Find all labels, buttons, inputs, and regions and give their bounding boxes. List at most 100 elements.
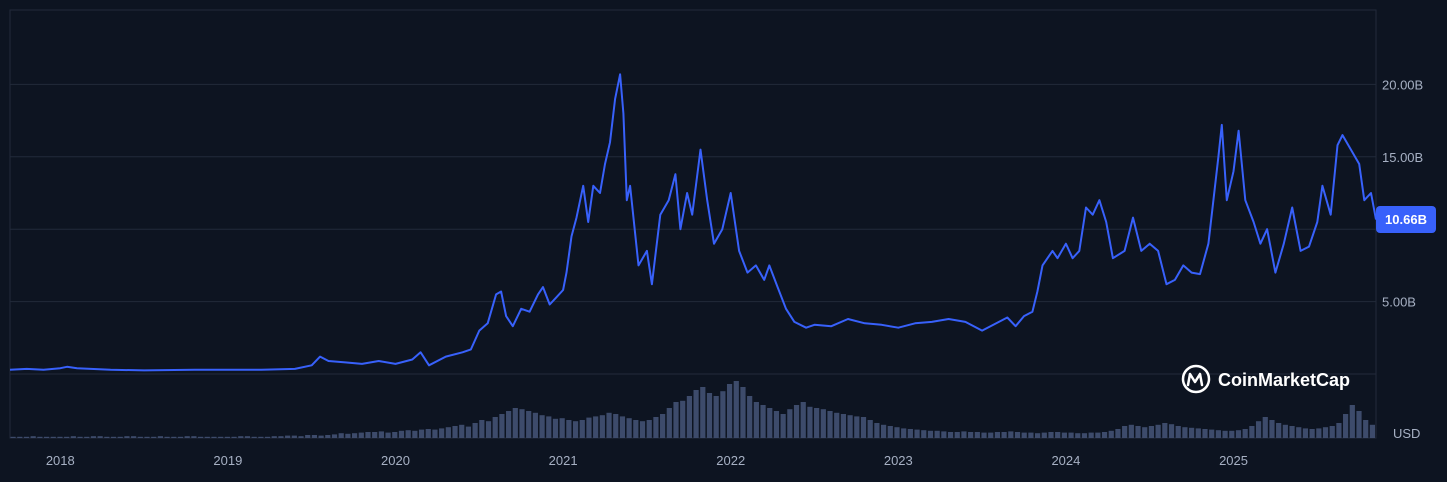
volume-bar bbox=[412, 430, 418, 438]
volume-bar bbox=[1249, 426, 1255, 438]
volume-bar bbox=[171, 436, 177, 438]
volume-bar bbox=[1269, 420, 1275, 438]
volume-bar bbox=[914, 429, 920, 438]
volume-bar bbox=[439, 428, 445, 438]
volume-bar bbox=[512, 408, 518, 438]
volume-bar bbox=[405, 430, 411, 438]
volume-bar bbox=[572, 421, 579, 438]
volume-bar bbox=[988, 432, 994, 438]
volume-bar bbox=[619, 416, 626, 438]
volume-bar bbox=[847, 415, 853, 438]
volume-bar bbox=[131, 436, 137, 438]
volume-bar bbox=[1209, 429, 1215, 438]
volume-bar bbox=[1262, 417, 1268, 438]
volume-bar bbox=[586, 417, 592, 438]
volume-bar bbox=[1014, 432, 1021, 438]
volume-bar bbox=[204, 436, 210, 438]
volume-bar bbox=[1101, 432, 1108, 438]
volume-bar bbox=[539, 415, 545, 438]
volume-bar bbox=[104, 436, 110, 438]
volume-bar bbox=[880, 424, 887, 438]
volume-bar bbox=[793, 405, 800, 438]
volume-bar bbox=[700, 387, 706, 438]
volume-bar bbox=[385, 432, 391, 438]
volume-bar bbox=[278, 436, 284, 438]
volume-bar bbox=[894, 427, 900, 438]
volume-bar bbox=[593, 416, 599, 438]
volume-bar bbox=[197, 436, 204, 438]
volume-bar bbox=[706, 393, 713, 438]
volume-bar bbox=[519, 409, 525, 438]
volume-bar bbox=[1081, 433, 1088, 438]
volume-bar bbox=[506, 411, 512, 438]
volume-bar bbox=[418, 429, 425, 438]
volume-bar bbox=[378, 431, 384, 438]
volume-bar bbox=[1088, 432, 1094, 438]
volume-bar bbox=[305, 435, 311, 438]
volume-bar bbox=[445, 427, 451, 438]
volume-bar bbox=[559, 418, 565, 438]
volume-bar bbox=[941, 431, 947, 438]
volume-bar bbox=[1155, 424, 1161, 438]
volume-bar bbox=[753, 402, 759, 438]
volume-bar bbox=[901, 428, 907, 438]
volume-bar bbox=[452, 426, 458, 438]
volume-bar bbox=[921, 430, 927, 438]
last-value-tag-bg bbox=[1376, 206, 1436, 233]
volume-bar bbox=[77, 436, 83, 438]
volume-bar bbox=[1028, 432, 1034, 438]
volume-bar bbox=[1008, 431, 1014, 438]
volume-bar bbox=[1068, 432, 1074, 438]
volume-bar bbox=[318, 435, 324, 438]
volume-bar bbox=[298, 436, 304, 438]
volume-bar bbox=[164, 436, 170, 438]
volume-bar bbox=[177, 436, 184, 438]
volume-bar bbox=[238, 436, 244, 438]
volume-bar bbox=[814, 408, 820, 438]
volume-bar bbox=[1242, 429, 1248, 438]
volume-bar bbox=[372, 432, 378, 438]
x-tick-label: 2019 bbox=[213, 453, 242, 468]
volume-bar bbox=[1349, 405, 1355, 438]
volume-bar bbox=[1229, 430, 1235, 438]
volume-bar bbox=[1122, 426, 1128, 438]
volume-bar bbox=[84, 436, 90, 438]
volume-bar bbox=[1021, 432, 1027, 438]
volume-bar bbox=[1369, 424, 1375, 438]
volume-line[interactable] bbox=[9, 73, 1377, 372]
volume-bar bbox=[887, 426, 893, 438]
volume-bar bbox=[479, 420, 485, 438]
volume-bar bbox=[285, 435, 291, 438]
volume-bar bbox=[244, 436, 251, 438]
volume-bar bbox=[231, 436, 237, 438]
last-value-label: 10.66B bbox=[1385, 212, 1427, 227]
volume-bar bbox=[733, 381, 739, 438]
volume-bar bbox=[1316, 428, 1322, 438]
volume-bar bbox=[1108, 430, 1114, 438]
volume-bar bbox=[117, 436, 123, 438]
volume-bar bbox=[1061, 432, 1067, 438]
volume-bar bbox=[639, 421, 646, 438]
volume-bar bbox=[325, 435, 331, 438]
volume-bar bbox=[345, 433, 351, 438]
volume-bars bbox=[10, 381, 1375, 438]
volume-bar bbox=[599, 415, 605, 438]
volume-bar bbox=[110, 436, 117, 438]
volume-bar bbox=[807, 406, 813, 438]
volume-bar bbox=[1215, 430, 1221, 438]
volume-bar bbox=[311, 435, 318, 438]
volume-bar bbox=[358, 432, 364, 438]
volume-bar bbox=[680, 400, 686, 438]
volume-bar bbox=[37, 436, 43, 438]
volume-bar bbox=[1322, 427, 1329, 438]
volume-bar bbox=[10, 436, 16, 438]
volume-bar bbox=[338, 433, 344, 438]
volume-bar bbox=[331, 434, 338, 438]
watermark-text: CoinMarketCap bbox=[1218, 370, 1350, 390]
volume-bar bbox=[860, 417, 867, 438]
currency-label: USD bbox=[1393, 426, 1420, 441]
volume-bar bbox=[1035, 433, 1041, 438]
volume-bar bbox=[633, 420, 639, 438]
volume-bar bbox=[666, 408, 672, 438]
